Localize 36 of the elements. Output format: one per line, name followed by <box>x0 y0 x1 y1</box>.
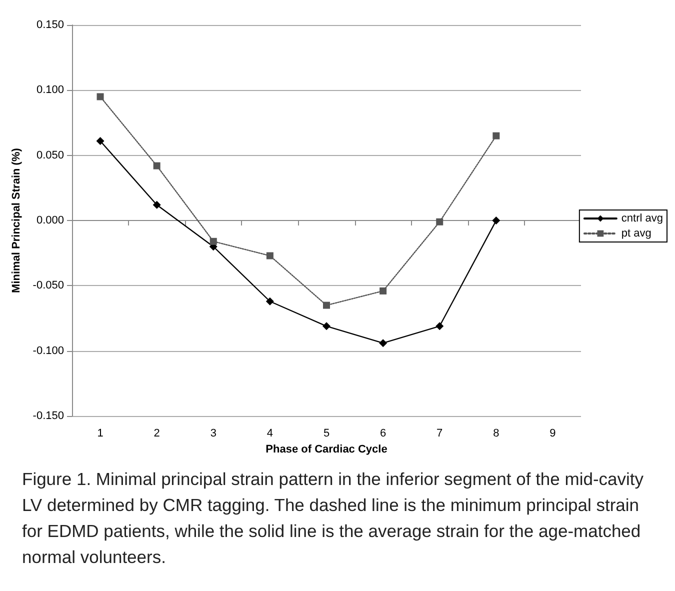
point <box>266 252 274 260</box>
point <box>210 238 217 245</box>
x-tick-label: 5 <box>323 428 330 440</box>
y-tick-label: -0.100 <box>32 344 64 357</box>
legend-label: pt avg <box>621 228 652 240</box>
point <box>436 322 444 330</box>
y-tick-label: 0.100 <box>36 84 64 96</box>
y-tick-label: -0.150 <box>32 410 64 422</box>
y-tick-label: 0.000 <box>36 214 64 227</box>
point <box>380 287 387 294</box>
x-tick-label: 3 <box>210 428 216 440</box>
x-tick-label: 4 <box>266 428 274 440</box>
y-tick-label: 0.150 <box>36 19 64 31</box>
x-tick-label: 1 <box>97 428 104 440</box>
point <box>379 339 388 348</box>
x-tick-label: 7 <box>436 428 443 440</box>
y-tick-label: 0.050 <box>36 149 64 162</box>
point <box>96 137 104 146</box>
y-axis-title: Minimal Principal Strain (%) <box>10 148 22 293</box>
caption: Figure 1. Minimal principal strain pattern in the inferior segment of the mid-cavity LV determined by CMR tagging. The dashed line is the minimum principal strain for EDMD patients, while the solid line is the average strain for the age-matched normal volunteers. <box>22 468 645 569</box>
x-tick-label: 6 <box>380 428 386 440</box>
point <box>323 302 330 309</box>
point <box>153 162 160 170</box>
x-tick-label: 8 <box>493 428 500 440</box>
point <box>492 132 500 140</box>
point <box>492 216 500 225</box>
point <box>96 93 104 100</box>
point <box>152 200 161 209</box>
x-tick-label: 2 <box>154 428 160 440</box>
x-axis-title: Phase of Cardiac Cycle <box>266 444 388 456</box>
point <box>436 218 444 226</box>
point <box>322 322 330 330</box>
legend-label: cntrl avg <box>621 212 664 224</box>
x-tick-label: 9 <box>550 428 556 440</box>
point <box>266 297 274 306</box>
y-tick-label: -0.050 <box>32 280 64 292</box>
